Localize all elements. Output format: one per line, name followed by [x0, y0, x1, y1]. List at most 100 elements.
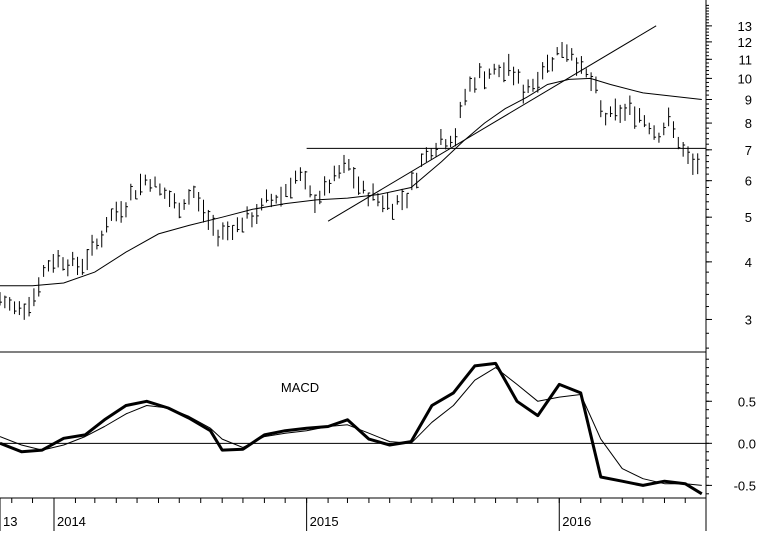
ohlc-bar	[678, 137, 680, 149]
ohlc-bar	[441, 129, 443, 145]
ohlc-bar	[431, 148, 433, 159]
ohlc-bar	[242, 218, 244, 233]
price-bars	[0, 42, 700, 320]
ohlc-bar	[305, 171, 307, 189]
ohlc-bar	[392, 204, 394, 220]
ohlc-bar	[514, 67, 516, 86]
ohlc-bar	[136, 190, 138, 199]
ohlc-bar	[698, 153, 700, 174]
ohlc-bar	[455, 128, 457, 146]
ohlc-bar	[635, 106, 637, 128]
price-y-tick-label: 11	[739, 52, 753, 67]
ohlc-bar	[53, 254, 55, 273]
ohlc-bar	[199, 192, 201, 211]
ohlc-bar	[581, 56, 583, 74]
ohlc-bar	[610, 106, 612, 117]
price-y-tick-label: 9	[745, 92, 752, 107]
ohlc-bar	[683, 142, 685, 157]
ohlc-bar	[320, 191, 322, 204]
ohlc-bar	[329, 180, 331, 194]
ohlc-bar	[92, 235, 94, 256]
ohlc-bar	[257, 204, 259, 224]
ohlc-bar	[557, 47, 559, 55]
ohlc-bar	[654, 125, 656, 140]
x-tick-label: 13	[3, 514, 17, 529]
ohlc-bar	[170, 190, 172, 207]
ohlc-bar	[518, 69, 520, 83]
ohlc-bar	[567, 44, 569, 61]
ohlc-bar	[601, 100, 603, 117]
ohlc-bar	[63, 257, 65, 270]
ohlc-bar	[34, 288, 36, 306]
ohlc-bar	[44, 265, 46, 277]
ohlc-bar	[10, 297, 12, 311]
ohlc-bar	[659, 133, 661, 143]
ohlc-bar	[203, 200, 205, 223]
ohlc-bar	[349, 159, 351, 171]
ohlc-bar	[562, 42, 564, 58]
ohlc-bar	[48, 260, 50, 271]
macd-panel: MACD -0.50.00.5	[0, 359, 756, 494]
ohlc-bar	[485, 71, 487, 89]
ohlc-bar	[39, 277, 41, 296]
ohlc-bar	[368, 193, 370, 207]
macd-y-tick-label: 0.5	[738, 394, 756, 409]
price-y-tick-label: 13	[738, 19, 752, 34]
ohlc-bar	[640, 108, 642, 123]
ohlc-bar	[383, 195, 385, 212]
ohlc-bar	[373, 183, 375, 200]
ohlc-bar	[262, 198, 264, 210]
ohlc-bar	[615, 99, 617, 121]
ohlc-bar	[97, 239, 99, 250]
ohlc-bar	[218, 230, 220, 247]
ohlc-bar	[116, 202, 118, 222]
ohlc-bar	[291, 178, 293, 199]
ohlc-bar	[300, 167, 302, 181]
macd-y-tick-label: -0.5	[734, 478, 756, 493]
x-tick-label: 2016	[562, 514, 591, 529]
ohlc-bar	[24, 304, 26, 320]
price-y-tick-label: 10	[738, 71, 752, 86]
ohlc-bar	[339, 165, 341, 178]
ohlc-bar	[155, 177, 157, 187]
ohlc-bar	[417, 173, 419, 189]
x-tick-label: 2015	[310, 514, 339, 529]
ohlc-bar	[669, 108, 671, 127]
price-y-tick-label: 8	[745, 116, 752, 131]
ohlc-bar	[451, 136, 453, 147]
ohlc-bar	[15, 301, 17, 314]
ohlc-bar	[126, 202, 128, 217]
ohlc-bar	[693, 154, 695, 175]
ohlc-bar	[223, 222, 225, 239]
ohlc-bar	[165, 188, 167, 199]
ohlc-bar	[378, 193, 380, 206]
price-y-tick-label: 3	[745, 312, 752, 327]
ohlc-bar	[572, 48, 574, 60]
ohlc-bar	[325, 176, 327, 195]
ohlc-bar	[620, 105, 622, 123]
ohlc-bar	[141, 174, 143, 195]
ohlc-bar	[131, 184, 133, 201]
ohlc-bar	[150, 179, 152, 192]
ohlc-bar	[78, 257, 80, 275]
ohlc-bar	[266, 189, 268, 202]
ohlc-bar	[528, 79, 530, 93]
ohlc-bar	[460, 102, 462, 118]
ohlc-bar	[58, 250, 60, 267]
ohlc-bar	[29, 297, 31, 316]
macd-y-axis: -0.5 0.0 0.5	[706, 359, 756, 494]
ohlc-bar	[586, 68, 588, 77]
ohlc-bar	[359, 177, 361, 195]
ohlc-bar	[228, 221, 230, 240]
ohlc-bar	[552, 57, 554, 71]
ohlc-bar	[296, 171, 298, 184]
price-y-tick-label: 7	[745, 143, 752, 158]
ohlc-bar	[107, 217, 109, 232]
signal-line	[0, 368, 702, 486]
ohlc-bar	[111, 209, 113, 221]
ohlc-bar	[194, 186, 196, 198]
ohlc-bar	[237, 217, 239, 232]
ohlc-bar	[547, 55, 549, 73]
